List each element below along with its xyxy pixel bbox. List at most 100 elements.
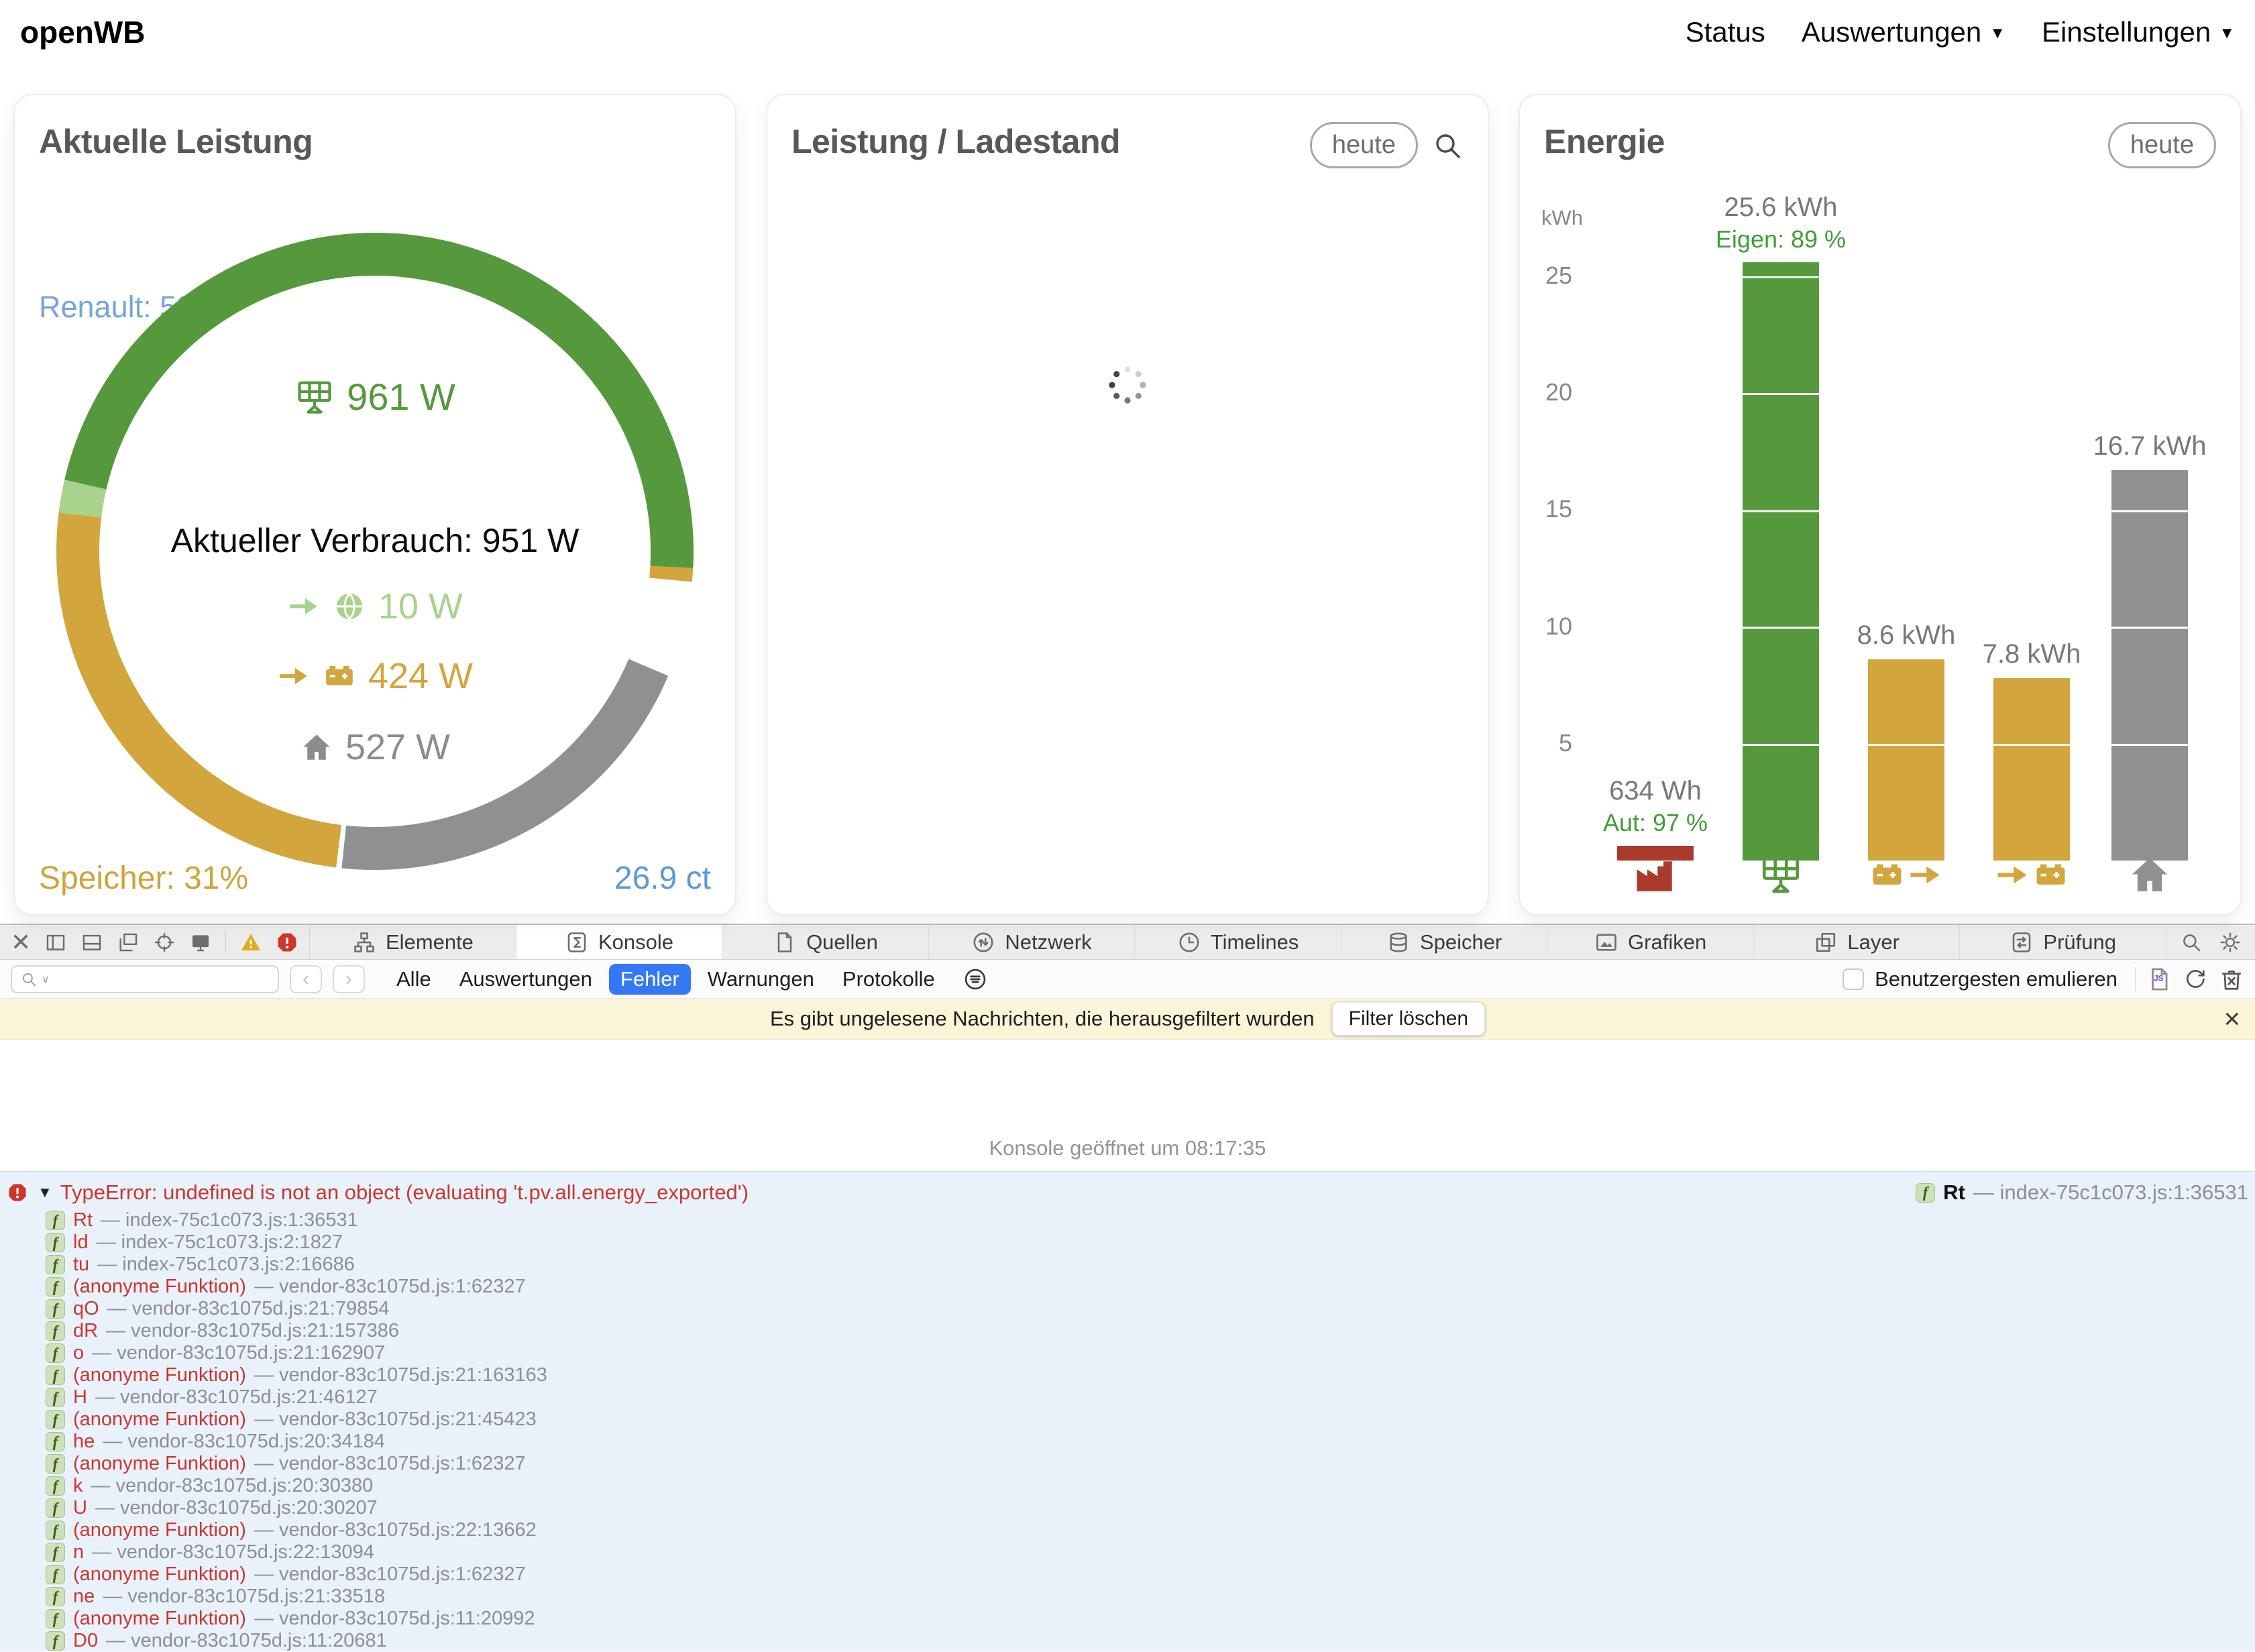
console-search-field[interactable]: ∨ xyxy=(11,965,279,993)
tab-netzwerk[interactable]: Netzwerk xyxy=(929,925,1136,959)
frame-location[interactable]: — vendor-83c1075d.js:20:34184 xyxy=(103,1431,386,1452)
stack-frame: f o — vendor-83c1075d.js:21:162907 xyxy=(46,1342,2255,1364)
frame-function: qO xyxy=(73,1298,99,1319)
source-location[interactable]: — index-75c1c073.js:1:36531 xyxy=(1973,1180,2248,1204)
stack-frame: f (anonyme Funktion) — vendor-83c1075d.js:… xyxy=(46,1276,2255,1298)
tab-elemente[interactable]: Elemente xyxy=(310,925,516,959)
function-badge-icon: f xyxy=(46,1211,65,1230)
frame-location[interactable]: — vendor-83c1075d.js:22:13094 xyxy=(92,1541,374,1563)
arrow-right-icon xyxy=(287,590,321,623)
stack-frame: f n — vendor-83c1075d.js:22:13094 xyxy=(46,1541,2255,1563)
refresh-icon[interactable] xyxy=(2183,967,2208,992)
bar-label-pv-production: 25.6 kWh Eigen: 89 % xyxy=(1680,192,1881,253)
find-next-button[interactable]: › xyxy=(333,965,365,993)
function-badge-icon: f xyxy=(46,1277,65,1297)
tab-grafiken[interactable]: Grafiken xyxy=(1547,925,1754,959)
tab-quellen[interactable]: Quellen xyxy=(722,925,929,959)
tab-label: Prüfung xyxy=(2043,930,2116,954)
disclosure-triangle-icon[interactable]: ▼ xyxy=(38,1184,52,1201)
scope-filter-protokolle[interactable]: Protokolle xyxy=(842,967,935,991)
frame-location[interactable]: — vendor-83c1075d.js:1:62327 xyxy=(254,1276,526,1297)
js-file-icon[interactable]: JS xyxy=(2146,967,2172,992)
clear-filter-button[interactable]: Filter löschen xyxy=(1331,1002,1486,1036)
warnings-badge-icon[interactable] xyxy=(239,931,262,954)
frame-location[interactable]: — vendor-83c1075d.js:20:30207 xyxy=(95,1497,378,1519)
frame-location[interactable]: — index-75c1c073.js:2:1827 xyxy=(96,1231,343,1253)
source-function: Rt xyxy=(1943,1180,1965,1204)
stack-frame: f ld — index-75c1c073.js:2:1827 xyxy=(46,1231,2255,1254)
bar-value-label: 16.7 kWh xyxy=(2093,431,2207,461)
bar-sub-label: Aut: 97 % xyxy=(1602,809,1708,837)
dashboard-cards: Aktuelle Leistung Renault: 50% 961 W Akt… xyxy=(0,94,2255,916)
frame-location[interactable]: — vendor-83c1075d.js:21:79854 xyxy=(107,1298,390,1319)
range-button[interactable]: heute xyxy=(1309,122,1418,168)
find-previous-button[interactable]: ‹ xyxy=(290,965,322,993)
errors-badge-icon[interactable] xyxy=(276,931,298,954)
dock-bottom-icon[interactable] xyxy=(80,931,103,954)
emulate-user-gestures-checkbox[interactable] xyxy=(1842,968,1865,990)
frame-location[interactable]: — vendor-83c1075d.js:21:45423 xyxy=(254,1409,537,1430)
frame-location[interactable]: — index-75c1c073.js:1:36531 xyxy=(101,1209,358,1231)
inspector-right-controls xyxy=(2166,925,2255,959)
scope-filter-fehler[interactable]: Fehler xyxy=(608,963,691,995)
nav-item-einstellungen[interactable]: Einstellungen ▼ xyxy=(2042,16,2235,48)
stack-frame: f Rt — index-75c1c073.js:1:36531 xyxy=(46,1209,2255,1231)
frame-function: (anonyme Funktion) xyxy=(73,1364,246,1386)
clear-console-icon[interactable] xyxy=(2219,967,2244,992)
axis-tick-label: 20 xyxy=(1545,378,1572,406)
card-leistung-ladestand: Leistung / Ladestand heute xyxy=(766,94,1489,916)
frame-function: (anonyme Funktion) xyxy=(73,1608,246,1629)
nav-item-status[interactable]: Status xyxy=(1686,16,1765,48)
frame-function: dR xyxy=(73,1320,99,1341)
brand-logo[interactable]: openWB xyxy=(20,15,146,50)
bar-house-consumption xyxy=(2111,470,2188,861)
frame-location[interactable]: — vendor-83c1075d.js:21:157386 xyxy=(106,1320,400,1341)
detach-window-icon[interactable] xyxy=(117,931,140,954)
house-icon xyxy=(300,730,333,764)
search-icon[interactable] xyxy=(1431,129,1464,162)
console-search-input[interactable] xyxy=(53,968,270,990)
close-inspector-icon[interactable]: ✕ xyxy=(11,928,32,956)
stack-frame: f D0 — vendor-83c1075d.js:11:20681 xyxy=(46,1630,2255,1652)
tab-label: Elemente xyxy=(385,930,474,954)
frame-location[interactable]: — vendor-83c1075d.js:22:13662 xyxy=(254,1519,537,1541)
axis-tick-label: 5 xyxy=(1558,728,1572,757)
document-icon xyxy=(773,930,797,954)
device-display-icon[interactable] xyxy=(189,931,212,954)
range-button[interactable]: heute xyxy=(2107,122,2216,168)
frame-location[interactable]: — vendor-83c1075d.js:21:163163 xyxy=(254,1364,547,1386)
frame-location[interactable]: — vendor-83c1075d.js:1:62327 xyxy=(254,1453,526,1474)
axis-tick-label: 10 xyxy=(1545,612,1572,640)
frame-location[interactable]: — index-75c1c073.js:2:16686 xyxy=(97,1254,355,1275)
scope-filter-auswertungen[interactable]: Auswertungen xyxy=(459,967,592,991)
frame-location[interactable]: — vendor-83c1075d.js:11:20992 xyxy=(254,1608,535,1629)
close-banner-icon[interactable]: × xyxy=(2223,1003,2240,1034)
tab-prüfung[interactable]: Prüfung xyxy=(1960,925,2166,959)
error-icon xyxy=(7,1182,28,1203)
tab-timelines[interactable]: Timelines xyxy=(1135,925,1341,959)
console-error-row[interactable]: ▼ TypeError: undefined is not an object … xyxy=(0,1177,2255,1208)
tab-speicher[interactable]: Speicher xyxy=(1341,925,1548,959)
frame-location[interactable]: — vendor-83c1075d.js:1:62327 xyxy=(254,1563,526,1585)
scope-filter-alle[interactable]: Alle xyxy=(396,967,431,991)
storage-soc-label: Speicher: 31% xyxy=(39,861,249,896)
frame-location[interactable]: — vendor-83c1075d.js:21:33518 xyxy=(103,1586,386,1607)
frame-location[interactable]: — vendor-83c1075d.js:11:20681 xyxy=(106,1630,387,1651)
tab-konsole[interactable]: Konsole xyxy=(516,925,723,959)
message-sources-icon[interactable] xyxy=(963,967,988,992)
dock-side-icon[interactable] xyxy=(44,931,67,954)
frame-function: ne xyxy=(73,1586,95,1607)
frame-location[interactable]: — vendor-83c1075d.js:21:162907 xyxy=(92,1342,386,1364)
tab-layer[interactable]: Layer xyxy=(1754,925,1961,959)
search-icon[interactable] xyxy=(2180,931,2203,954)
gear-icon[interactable] xyxy=(2219,931,2242,954)
scope-filter-warnungen[interactable]: Warnungen xyxy=(707,967,814,991)
stack-frame: f k — vendor-83c1075d.js:20:30380 xyxy=(46,1475,2255,1497)
frame-location[interactable]: — vendor-83c1075d.js:21:46127 xyxy=(95,1386,378,1408)
element-picker-icon[interactable] xyxy=(153,931,176,954)
nav-item-auswertungen[interactable]: Auswertungen ▼ xyxy=(1802,16,2005,48)
frame-location[interactable]: — vendor-83c1075d.js:20:30380 xyxy=(91,1475,374,1496)
database-icon xyxy=(1386,930,1411,954)
card-title: Leistung / Ladestand xyxy=(791,123,1121,160)
frame-function: (anonyme Funktion) xyxy=(73,1453,246,1474)
